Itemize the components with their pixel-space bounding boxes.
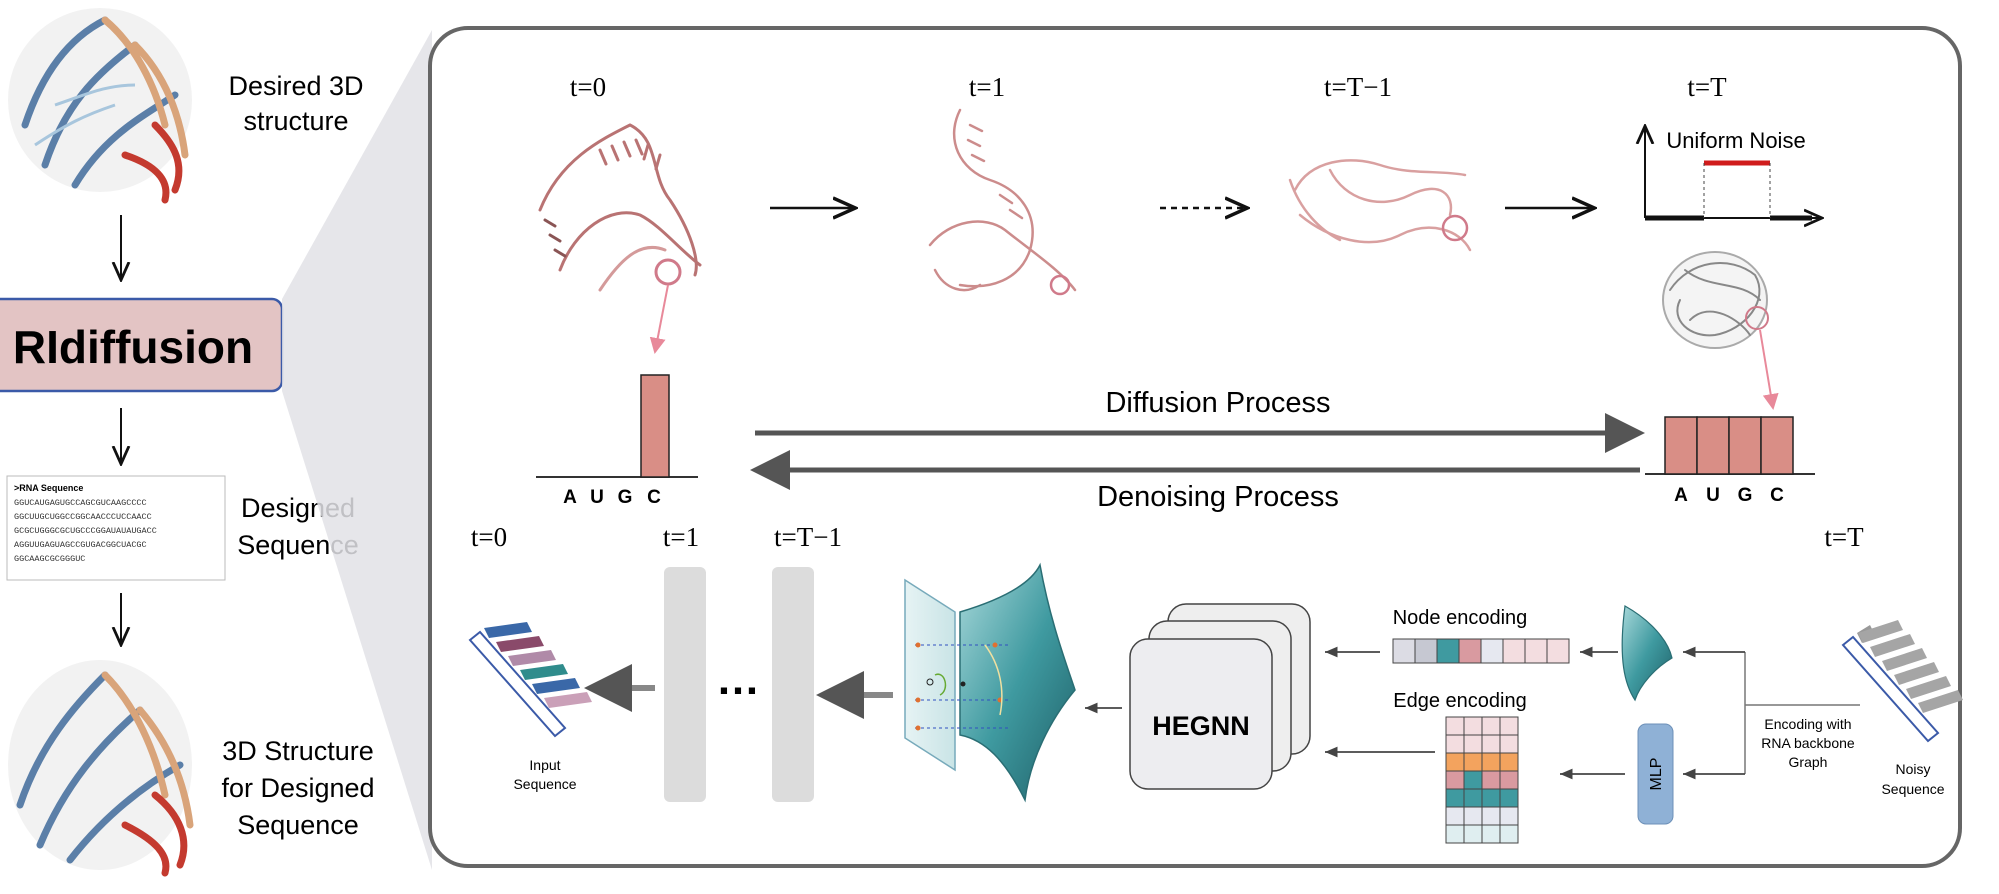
zoom-wedge bbox=[282, 30, 432, 870]
uniform-bar-chart: A U G C bbox=[1645, 416, 1815, 506]
sequence-line-3: GCGCUGGGCGCUGCCCGGAUAUAUGACC bbox=[14, 526, 157, 536]
rna-structure-t1 bbox=[928, 108, 1077, 296]
edge-encoding-matrix bbox=[1445, 716, 1519, 844]
forward-tT-label: t=T bbox=[1687, 72, 1727, 102]
input-sequence-label-2: Sequence bbox=[513, 776, 576, 792]
sequence-line-4: AGGUUGAGUAGCCGUGACGGCUACGC bbox=[14, 540, 147, 550]
onehot-label-G: G bbox=[618, 487, 633, 508]
sequence-line-5: GGCAAGCGCGGGUC bbox=[14, 554, 85, 564]
noisy-sequence-label-2: Sequence bbox=[1881, 781, 1944, 797]
node-encoding-label: Node encoding bbox=[1393, 607, 1528, 629]
rna-structure-tT-1 bbox=[1288, 159, 1472, 252]
uniform-label-U: U bbox=[1706, 485, 1720, 506]
hegnn-label: HEGNN bbox=[1152, 711, 1250, 741]
encoding-label-line3: Graph bbox=[1789, 754, 1828, 770]
sequence-line-2: GGCUUGCUGGCCGGCAACCCUCCAACC bbox=[14, 512, 152, 522]
pink-pointer-tT bbox=[1759, 329, 1779, 410]
noisy-sequence-comb bbox=[1841, 620, 1963, 743]
uniform-bar-G bbox=[1728, 416, 1762, 475]
step-bar-tT-1 bbox=[772, 567, 814, 802]
uniform-label-G: G bbox=[1738, 485, 1753, 506]
uniform-bar-C bbox=[1760, 416, 1794, 475]
mlp-label: MLP bbox=[1648, 758, 1665, 791]
uniform-bar-U bbox=[1696, 416, 1730, 475]
final-label-line1: 3D Structure bbox=[222, 736, 374, 766]
uniform-noise-label: Uniform Noise bbox=[1666, 128, 1805, 153]
node-encoding-vector bbox=[1392, 638, 1570, 664]
onehot-bar-C bbox=[640, 374, 670, 478]
denoising-process-label: Denoising Process bbox=[1097, 481, 1339, 513]
final-label-line2: for Designed bbox=[221, 773, 374, 803]
hegnn-stack bbox=[1129, 603, 1311, 790]
step-bar-t1 bbox=[664, 567, 706, 802]
diffusion-process-label: Diffusion Process bbox=[1105, 387, 1330, 419]
app-title: RIdiffusion bbox=[13, 321, 253, 373]
pink-pointer-t0 bbox=[649, 284, 669, 354]
desired-label-line2: structure bbox=[243, 106, 348, 136]
step-ellipsis: … bbox=[716, 655, 760, 704]
desired-label-line1: Desired 3D bbox=[228, 71, 363, 101]
encoding-label-line1: Encoding with bbox=[1764, 716, 1851, 732]
reverse-tT-label: t=T bbox=[1824, 522, 1864, 552]
uniform-label-A: A bbox=[1674, 485, 1688, 506]
input-sequence-label-1: Input bbox=[529, 757, 560, 773]
reverse-t0-label: t=0 bbox=[471, 522, 507, 552]
uniform-label-C: C bbox=[1770, 485, 1784, 506]
uniform-bar-A bbox=[1664, 416, 1698, 475]
sequence-header: >RNA Sequence bbox=[14, 483, 83, 493]
onehot-bar-chart: A U G C bbox=[536, 374, 698, 508]
onehot-label-C: C bbox=[647, 487, 661, 508]
edge-encoding-label: Edge encoding bbox=[1393, 690, 1526, 712]
noisy-sequence-label-1: Noisy bbox=[1895, 761, 1930, 777]
desired-structure-icon bbox=[8, 8, 192, 204]
encoding-label-line2: RNA backbone bbox=[1761, 735, 1855, 751]
reverse-tT-1-label: t=T−1 bbox=[774, 522, 842, 552]
branch-connector bbox=[1744, 652, 1860, 774]
forward-t0-label: t=0 bbox=[570, 72, 606, 102]
onehot-label-A: A bbox=[563, 487, 577, 508]
sequence-document bbox=[6, 475, 226, 581]
sequence-line-1: GGUCAUGAGUGCCAGCGUCAAGCCCC bbox=[14, 498, 147, 508]
rna-structure-t0 bbox=[538, 123, 702, 292]
embedding-visual bbox=[904, 562, 1076, 803]
designed-structure-icon bbox=[8, 660, 194, 877]
reverse-t1-label: t=1 bbox=[663, 522, 699, 552]
forward-t1-label: t=1 bbox=[969, 72, 1005, 102]
mlp-box bbox=[1637, 723, 1674, 825]
forward-tT-1-label: t=T−1 bbox=[1324, 72, 1392, 102]
rna-structure-tT bbox=[1662, 251, 1769, 349]
uniform-noise-chart: Uniform Noise bbox=[1645, 128, 1820, 218]
node-hyperbolic-shape bbox=[1621, 605, 1673, 702]
final-label-line3: Sequence bbox=[237, 810, 359, 840]
input-sequence-comb bbox=[468, 622, 592, 738]
onehot-label-U: U bbox=[590, 487, 604, 508]
left-panel: Desired 3D structure RIdiffusion >RNA Se… bbox=[0, 8, 375, 877]
